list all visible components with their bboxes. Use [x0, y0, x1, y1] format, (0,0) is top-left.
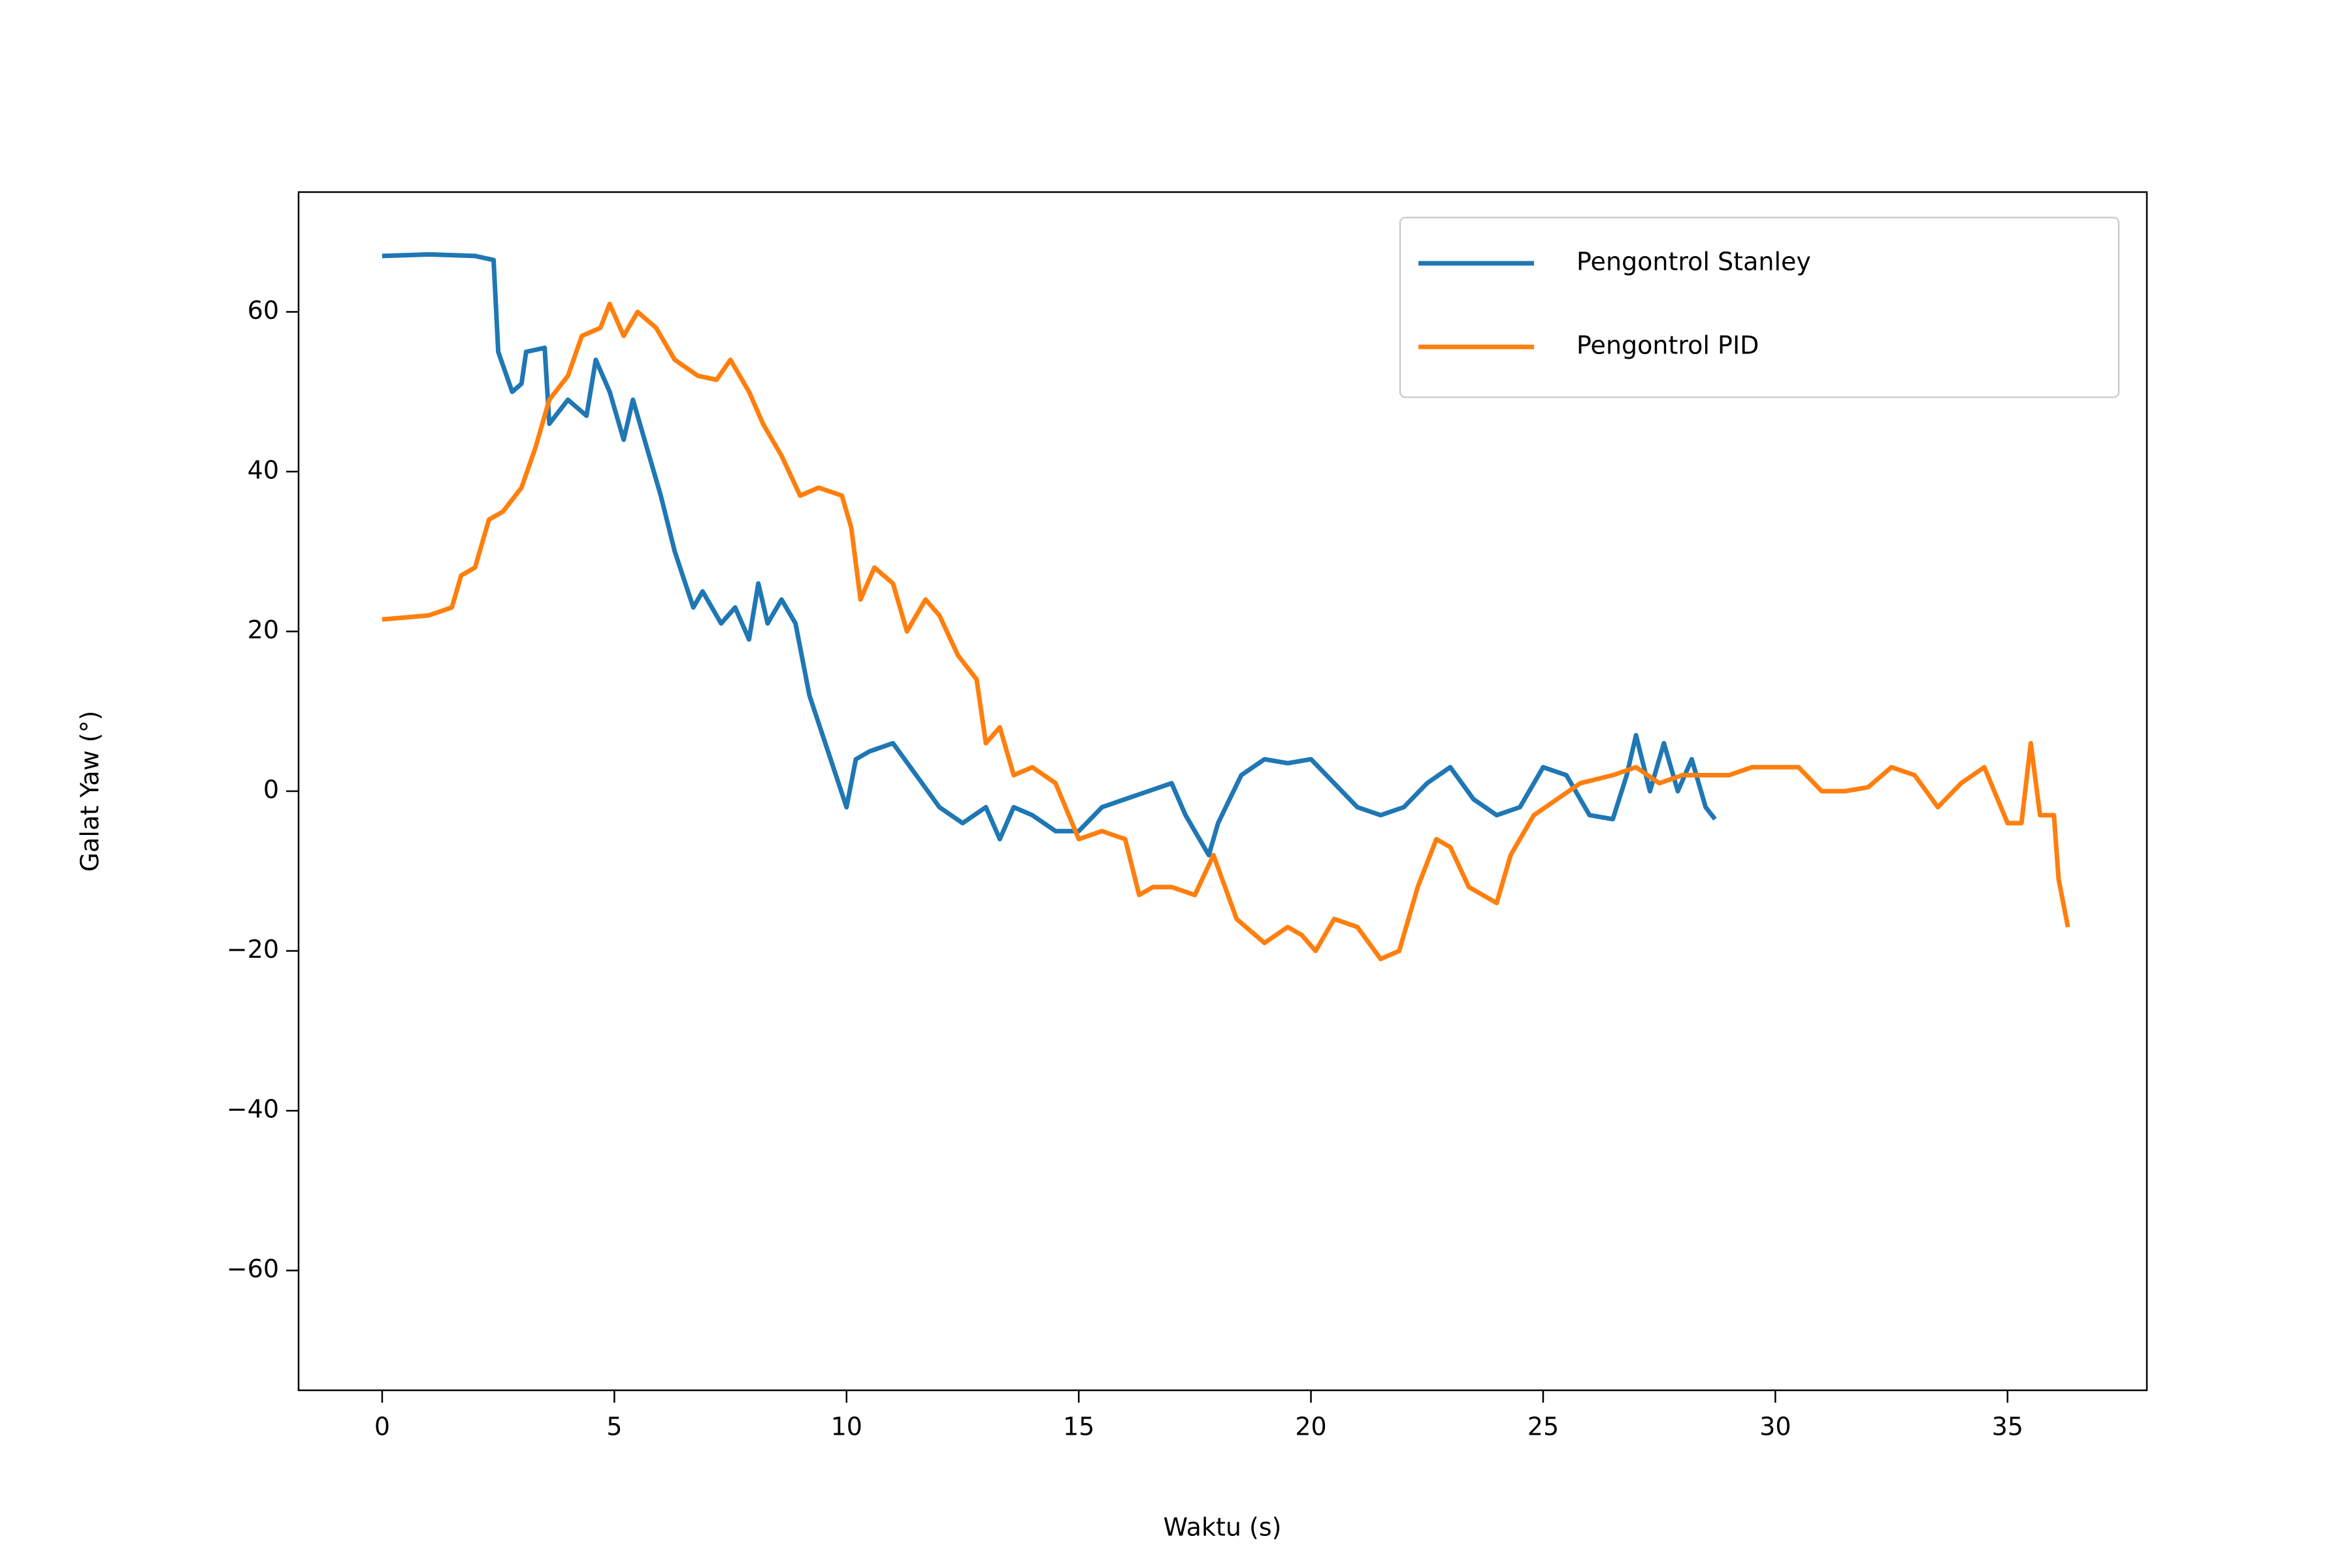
- y-tick-label: 40: [248, 455, 279, 484]
- legend-box: [1399, 216, 2120, 399]
- plot-frame: [297, 191, 2148, 1392]
- x-axis-label: Waktu (s): [1164, 1513, 1282, 1542]
- x-tick-label: 0: [374, 1413, 390, 1441]
- y-tick-label: 0: [263, 776, 279, 804]
- legend-label: Pengontrol PID: [1576, 331, 1759, 360]
- series-line: [382, 301, 2070, 962]
- y-tick-label: −40: [227, 1095, 279, 1124]
- x-tick-label: 25: [1527, 1413, 1559, 1441]
- y-axis-label: Galat Yaw (°): [76, 711, 105, 872]
- x-tick-label: 10: [831, 1413, 862, 1441]
- y-tick-label: −60: [227, 1254, 279, 1283]
- x-tick-label: 20: [1295, 1413, 1326, 1441]
- y-tick-label: −20: [227, 935, 279, 964]
- y-tick-label: 20: [248, 615, 279, 644]
- y-tick-label: 60: [248, 296, 279, 325]
- x-tick-label: 30: [1759, 1413, 1791, 1441]
- x-tick-label: 15: [1063, 1413, 1094, 1441]
- series-line: [382, 252, 1717, 858]
- legend-label: Pengontrol Stanley: [1576, 248, 1811, 276]
- x-tick-label: 35: [1992, 1413, 2023, 1441]
- x-tick-label: 5: [606, 1413, 622, 1441]
